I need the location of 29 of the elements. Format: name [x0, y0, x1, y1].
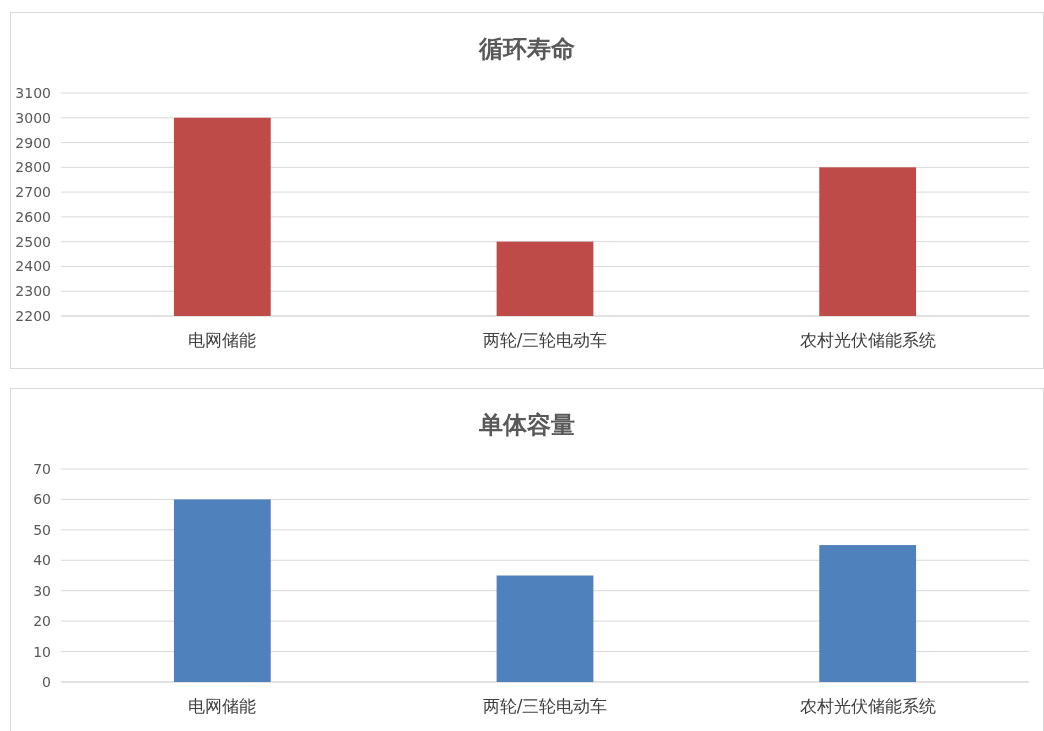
x-tick-label: 两轮/三轮电动车: [482, 696, 608, 716]
y-tick-label: 60: [33, 491, 51, 508]
y-tick-label: 2400: [15, 258, 51, 275]
y-tick-label: 2600: [15, 208, 51, 225]
y-tick-label: 2800: [15, 159, 51, 176]
x-tick-label: 两轮/三轮电动车: [482, 330, 608, 350]
y-tick-label: 20: [33, 613, 51, 630]
bar: [496, 575, 594, 682]
x-tick-label: 电网储能: [188, 696, 257, 716]
chart-title: 循环寿命: [478, 35, 575, 63]
y-tick-label: 2500: [15, 233, 51, 250]
y-tick-label: 50: [33, 521, 51, 538]
x-tick-label: 电网储能: [188, 330, 257, 350]
y-tick-label: 30: [33, 582, 51, 599]
y-tick-label: 3000: [15, 109, 51, 126]
bar: [819, 545, 917, 682]
x-tick-label: 农村光伏储能系统: [799, 330, 936, 350]
y-tick-label: 3100: [15, 85, 51, 101]
y-tick-label: 70: [33, 461, 51, 477]
chart-title: 单体容量: [478, 411, 575, 439]
y-tick-label: 2200: [15, 308, 51, 324]
y-tick-label: 2300: [15, 283, 51, 300]
y-tick-label: 2900: [15, 134, 51, 151]
y-tick-label: 10: [33, 643, 51, 660]
y-tick-label: 40: [33, 552, 51, 569]
bar: [173, 499, 271, 682]
y-tick-label: 0: [42, 674, 51, 690]
y-tick-label: 2700: [15, 184, 51, 201]
x-tick-label: 农村光伏储能系统: [799, 696, 936, 716]
